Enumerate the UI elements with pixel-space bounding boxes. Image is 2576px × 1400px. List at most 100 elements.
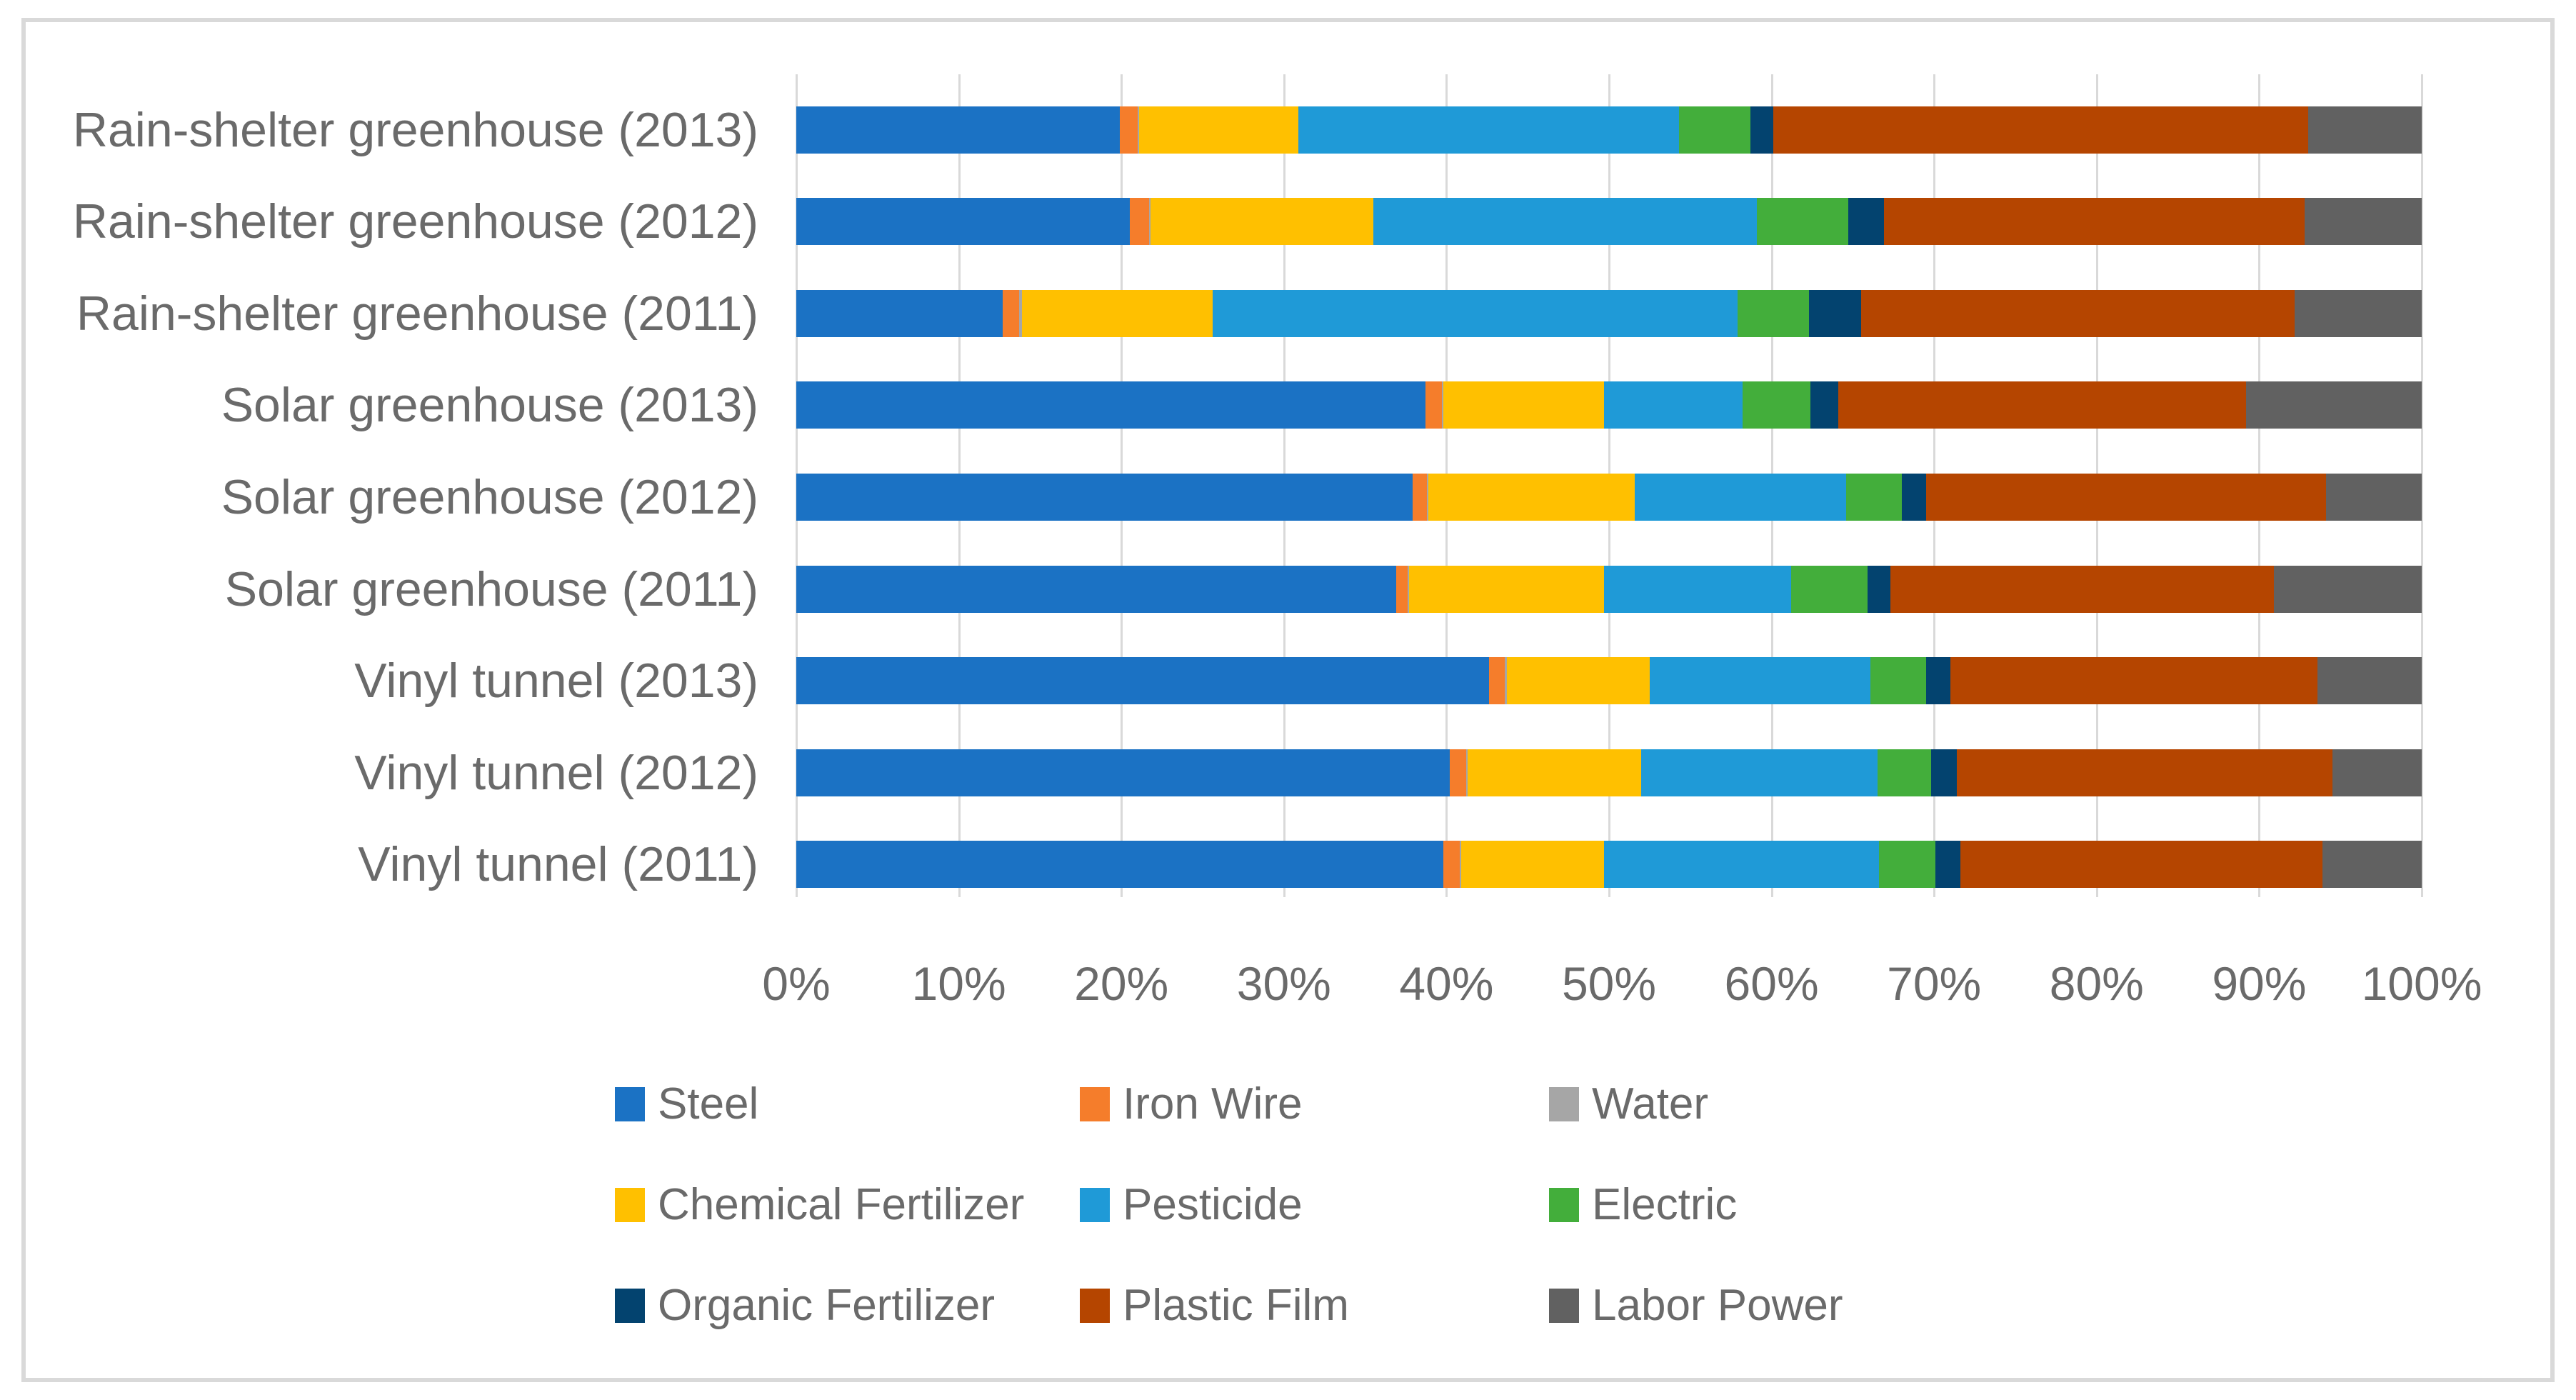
bar-segment-pesticide xyxy=(1604,565,1791,613)
bar-segment-chemical-fertilizer xyxy=(1151,198,1373,246)
bar-segment-electric xyxy=(1846,473,1902,521)
bar-row xyxy=(796,289,2422,337)
bar-segment-pesticide xyxy=(1373,198,1758,246)
bar-segment-pesticide xyxy=(1212,289,1738,337)
bar-segment-plastic-film xyxy=(1838,381,2247,429)
bar-segment-labor-power xyxy=(2273,565,2422,613)
category-label: Rain-shelter greenhouse (2012) xyxy=(72,194,758,249)
legend-label: Labor Power xyxy=(1592,1281,1843,1330)
category-label: Rain-shelter greenhouse (2013) xyxy=(72,102,758,157)
bar-segment-steel xyxy=(796,289,1003,337)
bar-segment-organic-fertilizer xyxy=(1848,198,1884,246)
bar-segment-labor-power xyxy=(2325,473,2422,521)
category-label: Vinyl tunnel (2011) xyxy=(358,837,758,892)
category-label: Vinyl tunnel (2012) xyxy=(354,745,758,800)
bar-segment-water xyxy=(1148,198,1151,246)
bar-segment-steel xyxy=(796,106,1120,154)
legend-label: Chemical Fertilizer xyxy=(658,1180,1025,1229)
legend-swatch-icon xyxy=(615,1188,645,1222)
bar-segment-steel xyxy=(796,381,1425,429)
bar-segment-labor-power xyxy=(2332,749,2422,796)
legend-swatch-icon xyxy=(1080,1087,1110,1121)
legend-item-water: Water xyxy=(1549,1082,1708,1126)
bar-segment-plastic-film xyxy=(1883,198,2305,246)
category-label: Vinyl tunnel (2013) xyxy=(354,654,758,709)
legend-swatch-icon xyxy=(1549,1289,1579,1323)
bar-segment-pesticide xyxy=(1635,473,1847,521)
bar-segment-electric xyxy=(1878,841,1936,889)
legend-item-electric: Electric xyxy=(1549,1180,1738,1229)
bar-segment-chemical-fertilizer xyxy=(1409,565,1605,613)
bar-segment-water xyxy=(1459,841,1461,889)
legend-item-pesticide: Pesticide xyxy=(1080,1183,1303,1227)
bar-row xyxy=(796,749,2422,796)
bar-segment-iron-wire xyxy=(1443,841,1460,889)
bar-segment-chemical-fertilizer xyxy=(1467,749,1642,796)
bar-segment-water xyxy=(1465,749,1468,796)
bar-row xyxy=(796,381,2422,429)
bar-segment-organic-fertilizer xyxy=(1925,657,1950,705)
bar-segment-steel xyxy=(796,473,1413,521)
legend-swatch-icon xyxy=(1549,1188,1579,1222)
bar-segment-labor-power xyxy=(2246,381,2422,429)
bar-row xyxy=(796,198,2422,246)
bar-segment-steel xyxy=(796,657,1489,705)
bar-segment-chemical-fertilizer xyxy=(1443,381,1605,429)
bar-segment-iron-wire xyxy=(1449,749,1466,796)
bar-segment-labor-power xyxy=(2322,841,2422,889)
bar-segment-electric xyxy=(1870,657,1926,705)
legend-swatch-icon xyxy=(1549,1087,1579,1121)
x-tick-label: 0% xyxy=(762,957,831,1010)
bar-segment-iron-wire xyxy=(1119,106,1138,154)
bar-segment-plastic-film xyxy=(1890,565,2274,613)
bar-segment-plastic-film xyxy=(1773,106,2308,154)
bar-segment-iron-wire xyxy=(1003,289,1019,337)
legend-label: Steel xyxy=(658,1079,759,1129)
bar-row xyxy=(796,657,2422,705)
bar-segment-organic-fertilizer xyxy=(1808,289,1861,337)
bar-segment-plastic-film xyxy=(1860,289,2295,337)
bar-segment-water xyxy=(1018,289,1023,337)
bar-segment-steel xyxy=(796,198,1130,246)
x-tick-label: 30% xyxy=(1236,957,1331,1010)
legend-label: Iron Wire xyxy=(1123,1079,1303,1129)
bar-segment-pesticide xyxy=(1604,841,1879,889)
bar-segment-electric xyxy=(1742,381,1811,429)
bar-segment-pesticide xyxy=(1298,106,1679,154)
x-tick-label: 80% xyxy=(2049,957,2144,1010)
bar-row xyxy=(796,473,2422,521)
bar-segment-iron-wire xyxy=(1412,473,1428,521)
legend-item-steel: Steel xyxy=(615,1079,759,1129)
bar-segment-labor-power xyxy=(2307,106,2422,154)
legend-label: Plastic Film xyxy=(1123,1281,1349,1330)
bar-segment-water xyxy=(1137,106,1140,154)
legend-swatch-icon xyxy=(1080,1289,1110,1323)
bar-segment-chemical-fertilizer xyxy=(1506,657,1650,705)
bar-segment-organic-fertilizer xyxy=(1930,749,1957,796)
bar-segment-steel xyxy=(796,841,1443,889)
bar-segment-iron-wire xyxy=(1488,657,1505,705)
bar-segment-chemical-fertilizer xyxy=(1022,289,1213,337)
plot-area xyxy=(796,74,2423,897)
bar-segment-plastic-film xyxy=(1960,841,2323,889)
bar-segment-pesticide xyxy=(1641,749,1878,796)
bar-segment-electric xyxy=(1757,198,1848,246)
bar-segment-organic-fertilizer xyxy=(1935,841,1960,889)
bar-segment-labor-power xyxy=(2295,289,2422,337)
bar-segment-water xyxy=(1407,565,1410,613)
legend-swatch-icon xyxy=(615,1087,645,1121)
bar-segment-plastic-film xyxy=(1925,473,2326,521)
x-tick-label: 70% xyxy=(1887,957,1982,1010)
category-label: Solar greenhouse (2013) xyxy=(221,378,758,433)
bar-row xyxy=(796,106,2422,154)
bar-segment-chemical-fertilizer xyxy=(1139,106,1299,154)
bar-segment-labor-power xyxy=(2305,198,2422,246)
category-label: Solar greenhouse (2012) xyxy=(221,469,758,524)
legend-label: Electric xyxy=(1592,1180,1738,1229)
bar-segment-water xyxy=(1441,381,1443,429)
legend-item-chemical-fertilizer: Chemical Fertilizer xyxy=(615,1180,1025,1229)
legend-item-labor-power: Labor Power xyxy=(1549,1281,1843,1330)
bar-segment-chemical-fertilizer xyxy=(1428,473,1635,521)
bar-segment-plastic-film xyxy=(1957,749,2332,796)
